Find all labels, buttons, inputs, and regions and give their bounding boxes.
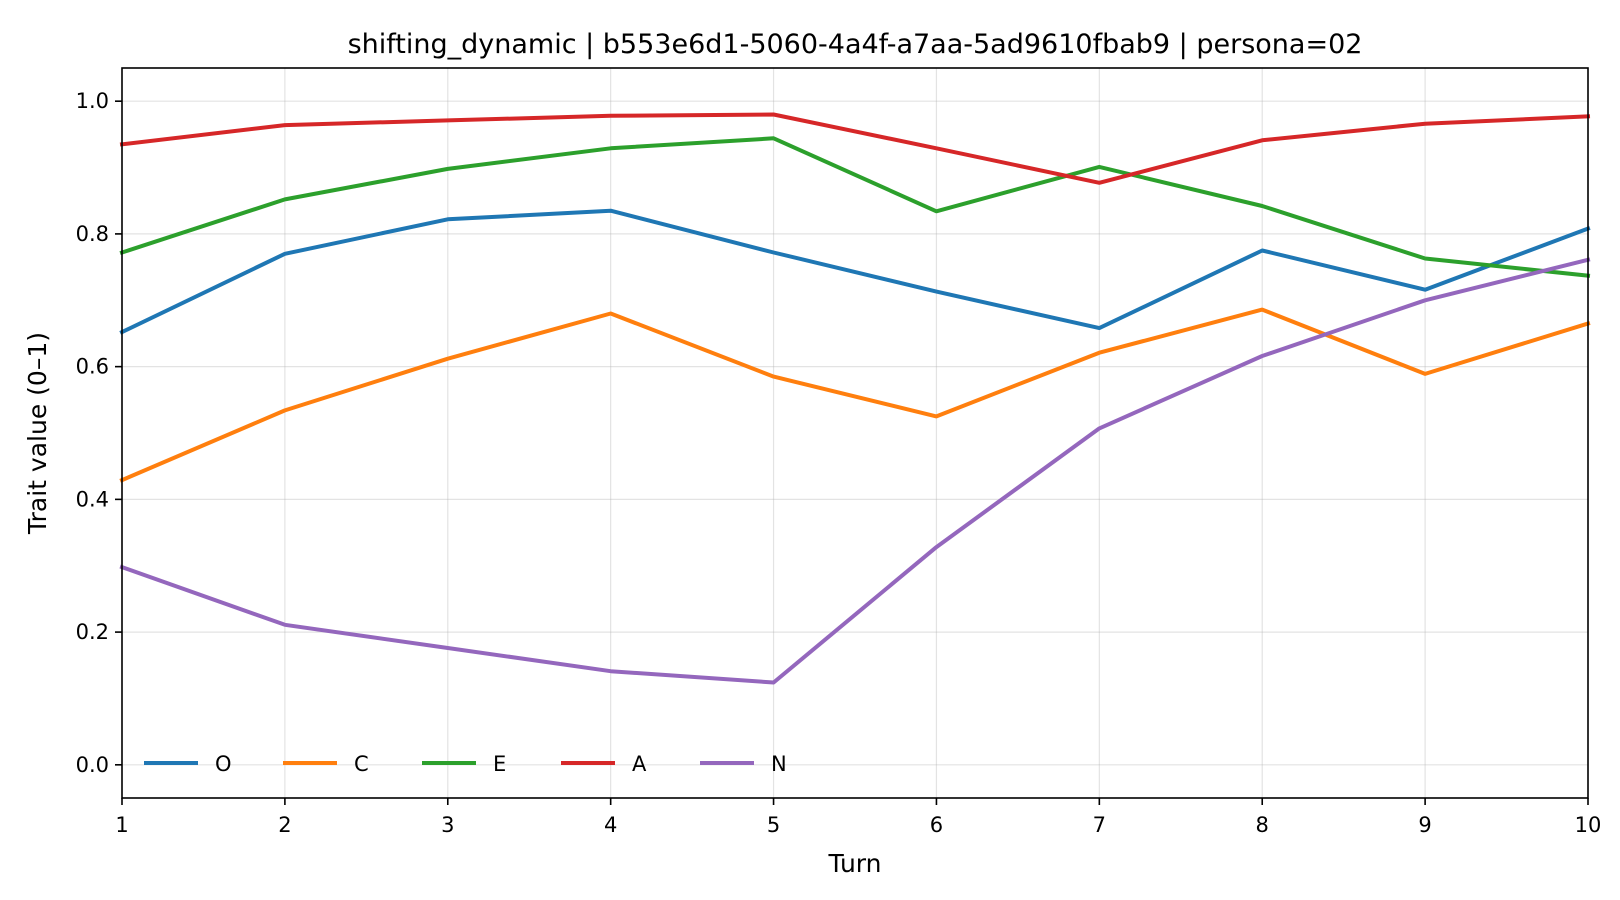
x-tick-label: 2 <box>278 813 291 837</box>
x-tick-label: 10 <box>1575 813 1602 837</box>
y-tick-label: 0.8 <box>76 222 109 246</box>
legend-label-a: A <box>632 752 647 776</box>
series-line-c <box>119 307 1591 483</box>
series-lines <box>119 112 1591 685</box>
x-tick-label: 6 <box>930 813 943 837</box>
plot-frame <box>121 67 1589 799</box>
y-tick-label: 0.0 <box>76 753 109 777</box>
series-line-e <box>119 136 1591 278</box>
y-axis-label: Trait value (0–1) <box>23 332 52 535</box>
series-line-o <box>119 208 1591 335</box>
legend-label-o: O <box>215 752 232 776</box>
series-line-n <box>119 257 1591 685</box>
x-tick-label: 4 <box>604 813 617 837</box>
x-tick-label: 5 <box>767 813 780 837</box>
y-tick-label: 1.0 <box>76 89 109 113</box>
legend-label-c: C <box>354 752 369 776</box>
x-axis-label: Turn <box>827 849 881 878</box>
x-tick-label: 9 <box>1418 813 1431 837</box>
x-tick-label: 1 <box>115 813 128 837</box>
x-tick-label: 7 <box>1093 813 1106 837</box>
grid-lines <box>121 68 1589 798</box>
legend-label-n: N <box>771 752 787 776</box>
y-axis-ticks: 0.0 0.2 0.4 0.6 0.8 1.0 <box>76 89 122 777</box>
x-tick-label: 8 <box>1256 813 1269 837</box>
chart-title: shifting_dynamic | b553e6d1-5060-4a4f-a7… <box>348 29 1363 60</box>
legend-label-e: E <box>493 752 506 776</box>
series-line-a <box>119 112 1591 185</box>
x-axis-ticks: 1 2 3 4 5 6 7 8 9 10 <box>115 798 1601 837</box>
y-tick-label: 0.6 <box>76 355 109 379</box>
y-tick-label: 0.4 <box>76 487 109 511</box>
y-tick-label: 0.2 <box>76 620 109 644</box>
x-tick-label: 3 <box>441 813 454 837</box>
